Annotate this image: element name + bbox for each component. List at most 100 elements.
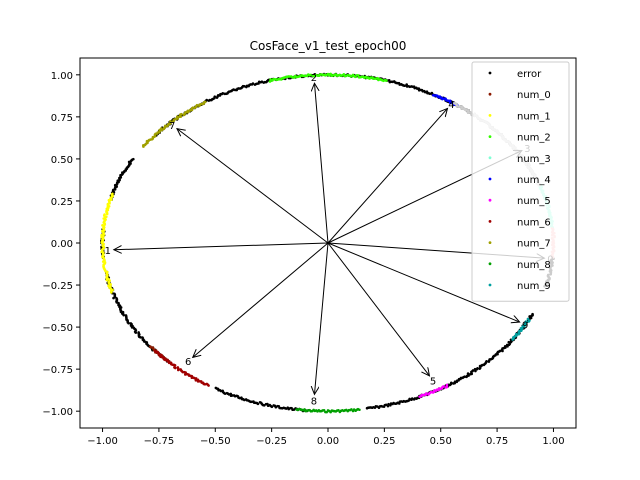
series-num-7-point bbox=[182, 113, 186, 117]
series-num-7-point bbox=[177, 115, 181, 119]
series-error-point bbox=[430, 91, 434, 95]
series-num-1-point bbox=[105, 278, 109, 282]
x-tick-label: 0.00 bbox=[317, 436, 339, 447]
x-tick-label: 1.00 bbox=[542, 436, 564, 447]
x-tick-label: 0.25 bbox=[373, 436, 395, 447]
class-vector-2 bbox=[314, 83, 329, 244]
series-error-point bbox=[384, 403, 388, 407]
legend-marker-num-3 bbox=[488, 156, 492, 160]
legend-marker-num-5 bbox=[488, 198, 492, 202]
series-num-4 bbox=[431, 94, 459, 107]
series-num-2 bbox=[268, 72, 388, 83]
legend-label-error: error bbox=[517, 69, 542, 80]
series-num-8-point bbox=[322, 408, 326, 412]
series-num-5-point bbox=[425, 392, 428, 395]
series-error-point bbox=[270, 405, 274, 409]
class-vector-label: 4 bbox=[448, 100, 454, 111]
series-num-8 bbox=[295, 407, 361, 414]
series-num-1-point bbox=[102, 217, 106, 220]
chart-title: CosFace_v1_test_epoch00 bbox=[250, 39, 407, 53]
series-error-point bbox=[485, 359, 488, 363]
series-error-point bbox=[127, 321, 130, 325]
legend-label-num-6: num_6 bbox=[517, 217, 551, 228]
class-vector-label: 1 bbox=[105, 246, 111, 257]
series-num-5-point bbox=[445, 383, 449, 387]
series-num-9 bbox=[511, 317, 531, 341]
legend-marker-num-7 bbox=[488, 241, 492, 245]
legend-label-num-9: num_9 bbox=[517, 281, 551, 292]
legend-label-num-0: num_0 bbox=[517, 90, 551, 101]
legend-marker-num-9 bbox=[488, 283, 492, 287]
series-error-point bbox=[134, 331, 138, 334]
series-num-6-point bbox=[173, 364, 177, 367]
series-num-1 bbox=[100, 192, 114, 294]
series-num-4-point bbox=[431, 94, 435, 97]
series-num-9-point bbox=[526, 317, 530, 321]
class-vector-9 bbox=[327, 242, 520, 322]
series-num-7-point bbox=[160, 128, 164, 132]
series-error-point bbox=[531, 312, 534, 316]
series-error-point bbox=[498, 349, 502, 353]
legend-label-num-3: num_3 bbox=[517, 154, 551, 165]
y-tick-label: −0.25 bbox=[42, 281, 73, 292]
legend-label-num-2: num_2 bbox=[517, 133, 551, 144]
class-vector-label: 5 bbox=[430, 377, 436, 388]
series-num-7-point bbox=[171, 120, 175, 124]
series-num-9-point bbox=[514, 332, 518, 336]
series-num-2-point bbox=[357, 76, 361, 79]
class-vector-8 bbox=[314, 242, 329, 394]
x-tick-label: 0.75 bbox=[486, 436, 508, 447]
series-num-2-point bbox=[355, 73, 359, 77]
series-num-8-point bbox=[350, 408, 353, 411]
legend-marker-num-2 bbox=[488, 135, 492, 139]
series-num-6 bbox=[154, 349, 210, 387]
series-num-7-point bbox=[162, 127, 166, 131]
series-num-2-point bbox=[269, 78, 272, 81]
class-vector-6 bbox=[193, 242, 329, 357]
class-vector-1 bbox=[114, 242, 329, 250]
x-tick-label: −0.75 bbox=[144, 436, 175, 447]
series-num-8-point bbox=[358, 408, 361, 412]
y-tick-label: −0.50 bbox=[42, 323, 73, 334]
legend-label-num-8: num_8 bbox=[517, 260, 551, 271]
legend: error num_0 num_1 num_2 num_3 num_4 num_5 num_6… bbox=[471, 61, 570, 302]
series-num-1-point bbox=[110, 291, 113, 294]
series-num-6-point bbox=[207, 384, 210, 387]
legend-box bbox=[471, 61, 570, 302]
series-error-point bbox=[449, 381, 453, 385]
series-num-1-point bbox=[110, 198, 113, 201]
series-num-7-point bbox=[198, 104, 201, 108]
series-error-point bbox=[112, 296, 115, 300]
class-vector-5 bbox=[327, 242, 429, 376]
series-error-point bbox=[467, 374, 470, 377]
series-num-7-point bbox=[166, 124, 169, 128]
series-num-6-point bbox=[194, 379, 198, 382]
series-num-7 bbox=[142, 100, 207, 148]
legend-marker-num-8 bbox=[488, 262, 492, 266]
series-error-point bbox=[256, 402, 260, 406]
series-num-4-point bbox=[448, 101, 452, 104]
legend-label-num-5: num_5 bbox=[517, 196, 551, 207]
y-tick-label: −0.75 bbox=[42, 365, 73, 376]
y-tick-label: −1.00 bbox=[42, 407, 73, 418]
class-vector-label: 2 bbox=[311, 73, 317, 84]
series-num-6-point bbox=[183, 373, 187, 376]
series-error-point bbox=[207, 99, 211, 102]
series-num-1-point bbox=[109, 283, 112, 286]
legend-label-num-7: num_7 bbox=[517, 239, 551, 250]
y-tick-label: 0.00 bbox=[51, 239, 73, 250]
y-tick-label: 0.50 bbox=[51, 155, 73, 166]
series-num-5-point bbox=[442, 385, 445, 388]
y-tick-label: 1.00 bbox=[51, 71, 73, 82]
series-error-point bbox=[503, 344, 507, 348]
overlay-points-point bbox=[466, 111, 470, 114]
legend-marker-num-4 bbox=[488, 177, 492, 181]
series-num-1-point bbox=[102, 214, 106, 217]
series-num-6-point bbox=[164, 358, 167, 362]
series-num-7-point bbox=[142, 145, 145, 148]
legend-label-num-4: num_4 bbox=[517, 175, 551, 186]
legend-marker-num-6 bbox=[488, 220, 492, 223]
series-error-point bbox=[253, 83, 257, 86]
series-error-point bbox=[466, 372, 470, 375]
